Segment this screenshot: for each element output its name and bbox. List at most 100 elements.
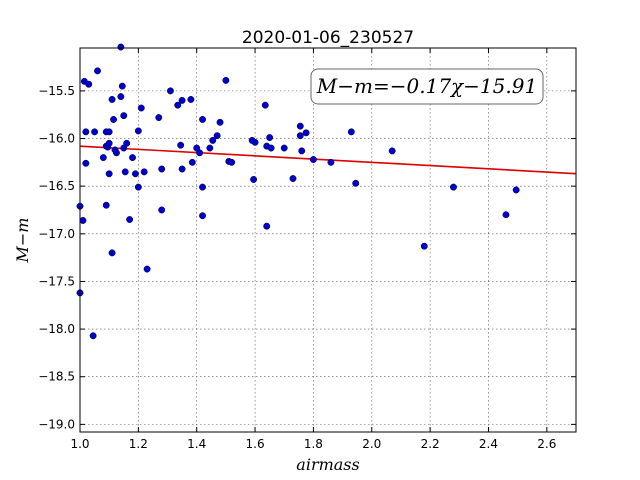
data-point	[199, 212, 206, 220]
data-point	[134, 183, 142, 191]
data-point	[105, 170, 113, 178]
data-point	[178, 165, 186, 173]
data-point	[352, 179, 360, 187]
y-tick-label: −15.5	[38, 84, 75, 98]
x-tick-label: 2.6	[537, 437, 556, 451]
x-tick-label: 1.0	[70, 437, 89, 451]
data-point	[250, 176, 258, 183]
data-point	[199, 116, 206, 123]
data-points	[76, 43, 520, 340]
data-point	[110, 116, 118, 123]
data-point	[199, 183, 206, 191]
data-point	[327, 158, 335, 166]
data-point	[102, 201, 110, 209]
x-tick-label: 1.6	[246, 437, 265, 451]
data-point	[82, 128, 90, 136]
data-point	[196, 149, 204, 157]
data-point	[261, 101, 269, 109]
x-axis-label: airmass	[296, 455, 359, 474]
data-point	[302, 129, 310, 137]
data-point	[266, 134, 274, 142]
fit-equation: M−m=−0.17χ−15.91	[316, 74, 537, 98]
axis-ticks	[79, 48, 576, 432]
data-point	[296, 132, 304, 140]
data-point	[280, 144, 288, 152]
data-point	[79, 217, 87, 224]
x-tick-labels: 1.0 1.2 1.4 1.6 1.8 2.0 2.2 2.4 2.6	[70, 437, 556, 451]
data-point	[99, 154, 107, 162]
data-point	[158, 206, 166, 214]
data-point	[117, 93, 125, 101]
data-point	[155, 114, 163, 122]
y-tick-label: −16.5	[38, 179, 75, 193]
data-point	[213, 132, 221, 140]
data-point	[89, 332, 97, 340]
data-point	[206, 144, 214, 152]
data-point	[129, 154, 136, 162]
data-point	[216, 118, 224, 126]
fit-equation-box: M−m=−0.17χ−15.91	[310, 68, 544, 105]
y-tick-label: −17.5	[38, 274, 75, 288]
x-tick-label: 2.4	[479, 437, 498, 451]
data-point	[120, 112, 128, 120]
data-point	[113, 149, 120, 157]
data-point	[296, 122, 304, 130]
fit-line-group	[79, 145, 577, 175]
data-point	[502, 211, 510, 219]
data-point	[209, 136, 217, 144]
x-tick-label: 1.8	[304, 437, 323, 451]
data-point	[298, 147, 306, 155]
plot-frame	[79, 47, 577, 433]
data-point	[126, 216, 134, 223]
data-point	[137, 104, 145, 112]
data-point	[166, 87, 174, 95]
data-point	[188, 158, 196, 166]
data-point	[289, 175, 297, 182]
data-point	[158, 165, 166, 173]
y-tick-labels: −15.5 −16.0 −16.5 −17.0 −17.5 −18.0 −18.5 −19.0	[38, 84, 75, 431]
data-point	[450, 183, 457, 191]
data-point	[309, 156, 317, 163]
y-tick-label: −18.0	[38, 322, 75, 336]
data-point	[108, 249, 116, 257]
data-point	[105, 128, 113, 136]
data-point	[263, 222, 271, 230]
data-point	[347, 128, 355, 136]
y-tick-label: −19.0	[38, 417, 75, 431]
data-point	[228, 158, 236, 166]
x-tick-label: 2.0	[362, 437, 381, 451]
x-tick-label: 1.2	[129, 437, 148, 451]
data-point	[187, 96, 195, 103]
y-tick-label: −18.5	[38, 370, 75, 384]
data-point	[105, 139, 113, 147]
data-point	[82, 159, 90, 167]
data-point	[178, 96, 186, 104]
data-point	[131, 170, 139, 178]
fit-line	[79, 145, 577, 175]
y-axis-label: M−m	[13, 218, 32, 264]
x-tick-label: 1.4	[187, 437, 206, 451]
data-point	[123, 139, 131, 147]
data-point	[85, 80, 93, 88]
y-tick-label: −16.0	[38, 132, 75, 146]
data-point	[420, 242, 428, 250]
data-point	[108, 96, 116, 103]
data-point	[177, 141, 185, 149]
data-point	[512, 186, 520, 194]
data-point	[222, 76, 230, 84]
data-point	[134, 127, 142, 135]
data-point	[94, 67, 101, 75]
data-point	[267, 144, 275, 152]
chart-title: 2020-01-06_230527	[242, 28, 414, 48]
data-point	[251, 138, 259, 146]
y-tick-label: −17.0	[38, 227, 75, 241]
data-point	[121, 168, 129, 176]
data-point	[118, 82, 126, 90]
data-point	[140, 168, 148, 176]
data-point	[388, 147, 396, 155]
x-tick-label: 2.2	[421, 437, 440, 451]
data-point	[174, 101, 182, 109]
data-point	[117, 43, 125, 51]
gridlines	[80, 48, 576, 432]
